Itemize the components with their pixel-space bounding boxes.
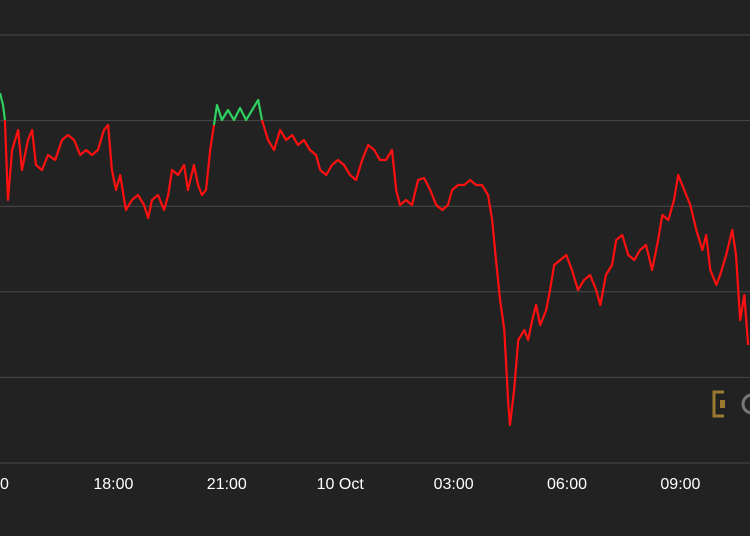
x-tick-label: 03:00	[434, 476, 474, 493]
price-line	[0, 92, 7, 121]
watermark-logo	[712, 390, 750, 418]
plot-area	[0, 92, 750, 427]
logo-bracket	[712, 390, 724, 418]
x-axis: 00 18:00 21:00 10 Oct 03:00 06:00 09:00	[0, 476, 701, 493]
x-tick-label: 10 Oct	[317, 476, 365, 493]
x-tick-label: 09:00	[660, 476, 700, 493]
x-tick-label: 18:00	[93, 476, 133, 493]
logo-letter	[741, 393, 750, 415]
logo-block	[720, 400, 725, 408]
price-line	[3, 119, 216, 220]
x-tick-label: 06:00	[547, 476, 587, 493]
x-tick-label: 21:00	[207, 476, 247, 493]
price-line	[260, 119, 750, 427]
price-line	[212, 98, 264, 126]
x-tick-label: 00	[0, 476, 9, 493]
